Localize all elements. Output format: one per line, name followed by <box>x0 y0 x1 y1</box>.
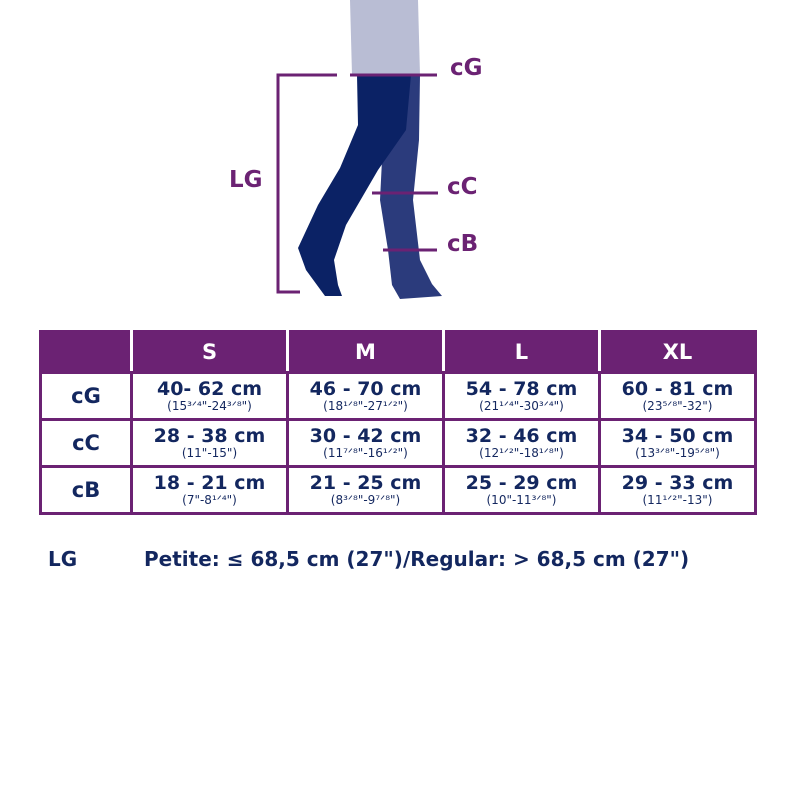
header-s: S <box>130 330 289 374</box>
inch-range: (12¹ᐟ²"-18¹ᐟ⁸") <box>479 446 564 460</box>
table-cell: 29 - 33 cm (11¹ᐟ²"-13") <box>598 465 757 515</box>
inch-range: (21¹ᐟ⁴"-30³ᐟ⁴") <box>479 399 564 413</box>
row-label: cC <box>39 418 133 468</box>
lg-label: LG <box>229 167 263 193</box>
header-m: M <box>286 330 445 374</box>
header-l: L <box>442 330 601 374</box>
cm-range: 60 - 81 cm <box>621 378 734 400</box>
table-cell: 54 - 78 cm (21¹ᐟ⁴"-30³ᐟ⁴") <box>442 371 601 421</box>
cm-range: 54 - 78 cm <box>465 378 578 400</box>
cm-range: 25 - 29 cm <box>465 472 578 494</box>
table-cell: 32 - 46 cm (12¹ᐟ²"-18¹ᐟ⁸") <box>442 418 601 468</box>
footer-text: Petite: ≤ 68,5 cm (27")/Regular: > 68,5 … <box>144 547 690 571</box>
inch-range: (23⁵ᐟ⁸"-32") <box>642 399 713 413</box>
cm-range: 32 - 46 cm <box>465 425 578 447</box>
table-row: cG 40- 62 cm (15³ᐟ⁴"-24³ᐟ⁸") 46 - 70 cm (18¹… <box>39 371 757 421</box>
legs-illustration <box>276 0 442 299</box>
size-table: S M L XL cG 40- 62 cm (15³ᐟ⁴"-24³ᐟ⁸") 46 - … <box>39 330 757 515</box>
header-xl: XL <box>598 330 757 374</box>
table-cell: 21 - 25 cm (8³ᐟ⁸"-9⁷ᐟ⁸") <box>286 465 445 515</box>
table-cell: 34 - 50 cm (13³ᐟ⁸"-19⁵ᐟ⁸") <box>598 418 757 468</box>
table-cell: 46 - 70 cm (18¹ᐟ⁸"-27¹ᐟ²") <box>286 371 445 421</box>
cm-range: 21 - 25 cm <box>309 472 422 494</box>
cg-label: cG <box>450 55 483 81</box>
cm-range: 29 - 33 cm <box>621 472 734 494</box>
cm-range: 40- 62 cm <box>156 378 263 400</box>
inch-range: (7"-8¹ᐟ⁴") <box>182 493 237 507</box>
cm-range: 34 - 50 cm <box>621 425 734 447</box>
inch-range: (11"-15") <box>181 446 238 460</box>
inch-range: (8³ᐟ⁸"-9⁷ᐟ⁸") <box>330 493 401 507</box>
row-label: cB <box>39 465 133 515</box>
inch-range: (11⁷ᐟ⁸"-16¹ᐟ²") <box>323 446 408 460</box>
cm-range: 28 - 38 cm <box>153 425 266 447</box>
table-cell: 40- 62 cm (15³ᐟ⁴"-24³ᐟ⁸") <box>130 371 289 421</box>
table-cell: 25 - 29 cm (10"-11³ᐟ⁸") <box>442 465 601 515</box>
front-leg-stocking <box>298 75 411 296</box>
cm-range: 30 - 42 cm <box>309 425 422 447</box>
inch-range: (13³ᐟ⁸"-19⁵ᐟ⁸") <box>635 446 720 460</box>
cc-label: cC <box>447 174 478 200</box>
inch-range: (18¹ᐟ⁸"-27¹ᐟ²") <box>323 399 408 413</box>
footer-label: LG <box>48 547 78 571</box>
table-cell: 30 - 42 cm (11⁷ᐟ⁸"-16¹ᐟ²") <box>286 418 445 468</box>
inch-range: (10"-11³ᐟ⁸") <box>486 493 557 507</box>
cb-label: cB <box>447 231 479 257</box>
header-empty <box>39 330 133 374</box>
table-row: cB 18 - 21 cm (7"-8¹ᐟ⁴") 21 - 25 cm (8³ᐟ⁸"-9… <box>39 465 757 515</box>
inch-range: (11¹ᐟ²"-13") <box>642 493 713 507</box>
inch-range: (15³ᐟ⁴"-24³ᐟ⁸") <box>167 399 252 413</box>
header-row: S M L XL <box>39 330 757 374</box>
back-thigh-skin <box>350 0 420 75</box>
row-label: cG <box>39 371 133 421</box>
table-cell: 28 - 38 cm (11"-15") <box>130 418 289 468</box>
table-cell: 60 - 81 cm (23⁵ᐟ⁸"-32") <box>598 371 757 421</box>
cm-range: 18 - 21 cm <box>153 472 266 494</box>
table-row: cC 28 - 38 cm (11"-15") 30 - 42 cm (11⁷ᐟ⁸"-1… <box>39 418 757 468</box>
lg-bracket <box>276 73 337 294</box>
cm-range: 46 - 70 cm <box>309 378 422 400</box>
table-cell: 18 - 21 cm (7"-8¹ᐟ⁴") <box>130 465 289 515</box>
